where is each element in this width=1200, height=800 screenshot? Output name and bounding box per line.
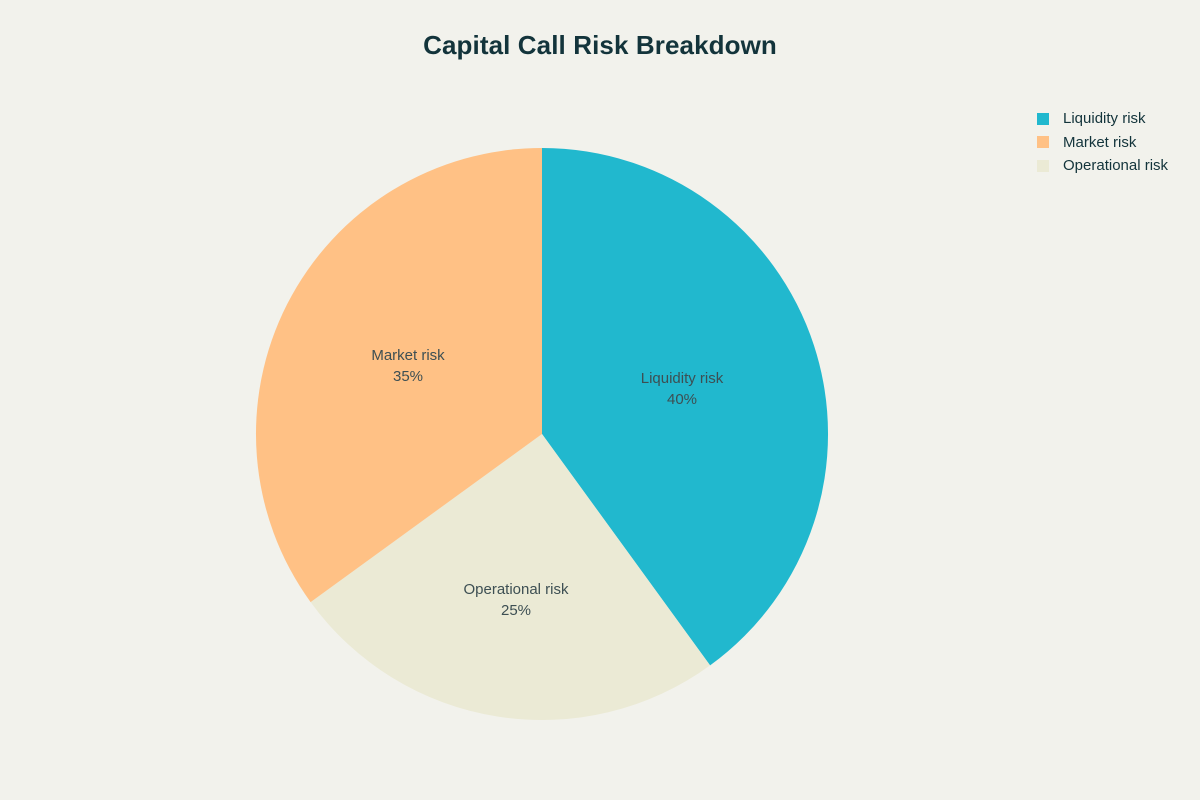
pie-slice-liquidity-risk[interactable] — [542, 148, 829, 666]
legend-item-market-risk[interactable]: Market risk — [1037, 131, 1168, 155]
slice-percent-market-risk: 35% — [393, 368, 423, 385]
pie-slice-market-risk[interactable] — [255, 147, 542, 603]
slice-label-market-risk: Market risk — [371, 347, 445, 364]
legend-item-operational-risk[interactable]: Operational risk — [1037, 154, 1168, 178]
legend-label: Operational risk — [1063, 157, 1169, 175]
pie-slice-operational-risk[interactable] — [310, 434, 711, 721]
slice-percent-liquidity-risk: 40% — [667, 391, 697, 408]
legend-swatch-icon — [1037, 159, 1049, 172]
legend-label: Liquidity risk — [1063, 110, 1146, 128]
legend: Liquidity risk Market risk Operational r… — [1037, 107, 1168, 178]
legend-label: Market risk — [1063, 133, 1137, 151]
legend-item-liquidity-risk[interactable]: Liquidity risk — [1037, 107, 1168, 131]
legend-swatch-icon — [1037, 112, 1049, 125]
slice-label-operational-risk: Operational risk — [463, 581, 569, 598]
slice-percent-operational-risk: 25% — [501, 602, 531, 619]
chart-title: Capital Call Risk Breakdown — [423, 30, 777, 60]
legend-swatch-icon — [1037, 136, 1049, 149]
slice-label-liquidity-risk: Liquidity risk — [641, 370, 724, 387]
